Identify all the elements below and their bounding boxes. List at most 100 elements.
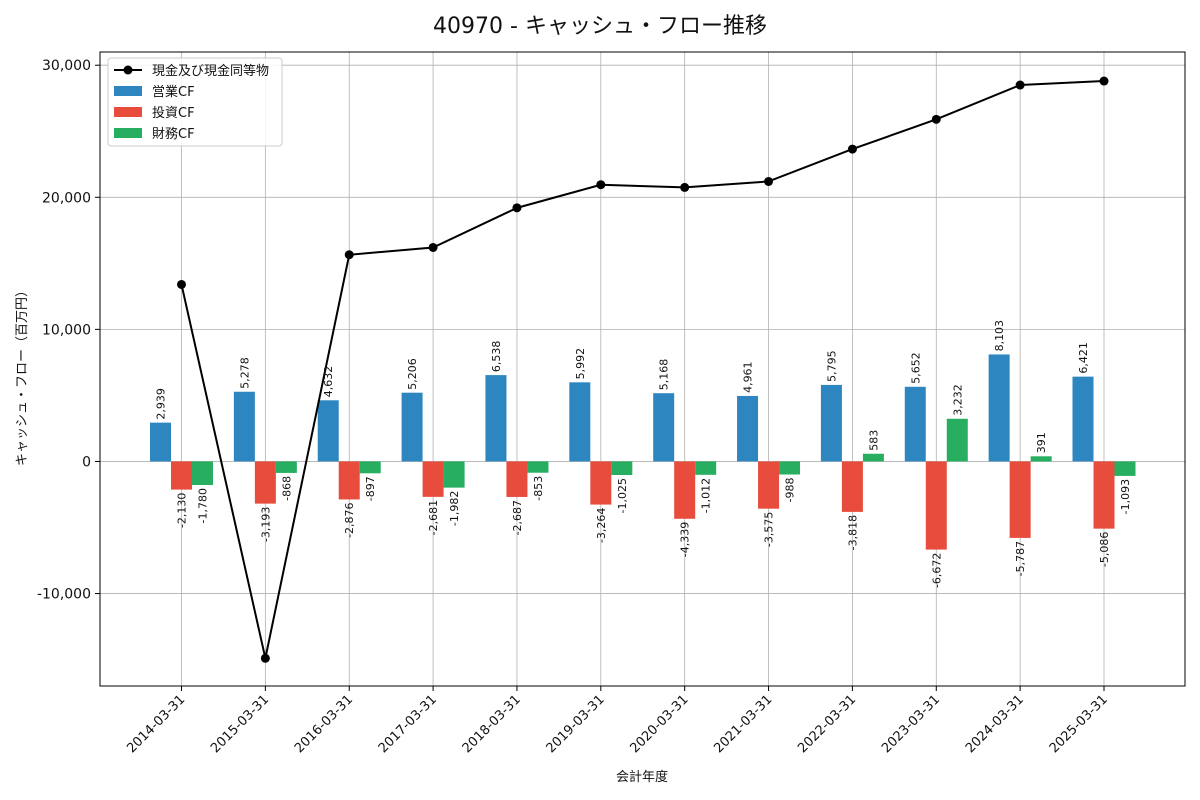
bar <box>1093 461 1115 529</box>
cash-point <box>680 182 690 192</box>
x-tick-label: 2016-03-31 <box>292 692 356 756</box>
data-label: -3,575 <box>763 512 776 547</box>
data-label: 4,632 <box>322 366 335 398</box>
x-tick-label: 2019-03-31 <box>544 692 608 756</box>
cash-point <box>596 180 606 190</box>
data-label: 8,103 <box>993 320 1006 352</box>
data-label: 5,168 <box>658 359 671 391</box>
bar <box>820 384 842 462</box>
data-label: -5,086 <box>1098 532 1111 567</box>
cash-line-series <box>177 76 1109 663</box>
y-tick-label: 20,000 <box>42 190 91 206</box>
grid-lines <box>100 52 1185 686</box>
bar <box>254 461 276 504</box>
x-tick-label: 2025-03-31 <box>1047 692 1111 756</box>
x-axis: 2014-03-31 2015-03-31 2016-03-31 2017-03-31… <box>124 686 1111 756</box>
plot-frame <box>99 51 1186 687</box>
bar <box>527 461 549 473</box>
legend-bar-swatch <box>114 128 142 138</box>
bar <box>150 422 171 462</box>
data-label: 583 <box>867 430 880 451</box>
data-label: -1,012 <box>700 478 713 513</box>
data-label: 391 <box>1035 432 1048 453</box>
data-label: -853 <box>532 476 545 501</box>
legend-bar-swatch <box>114 86 142 96</box>
legend-label: 財務CF <box>152 127 195 142</box>
data-label: 2,939 <box>155 388 168 420</box>
bar <box>338 461 360 500</box>
data-label: 3,232 <box>951 384 964 416</box>
data-label: 4,961 <box>742 361 755 393</box>
x-tick-label: 2022-03-31 <box>795 692 859 756</box>
bar <box>485 375 507 462</box>
data-label: -2,876 <box>343 502 356 537</box>
bar <box>171 461 192 490</box>
data-label: -2,681 <box>427 500 440 535</box>
legend-label: 営業CF <box>152 84 195 100</box>
data-label: -3,264 <box>595 508 608 543</box>
bar <box>841 461 863 512</box>
bar <box>674 461 696 519</box>
bar <box>359 461 381 474</box>
data-label: 6,538 <box>490 341 503 373</box>
bar <box>737 395 759 462</box>
data-label: -2,687 <box>511 500 524 535</box>
data-labels: 2,939 5,278 4,632 5,206 6,538 5,992 5,168 4,961… <box>155 320 1133 588</box>
legend-label: 投資CF <box>152 105 195 121</box>
legend-bar-swatch <box>114 107 142 117</box>
x-tick-label: 2023-03-31 <box>879 692 943 756</box>
data-label: 5,992 <box>574 348 587 380</box>
data-label: -868 <box>280 476 293 501</box>
bar <box>925 461 947 550</box>
data-label: 5,652 <box>909 352 922 384</box>
bar <box>653 393 675 462</box>
data-label: -5,787 <box>1014 541 1027 576</box>
bar <box>317 400 339 462</box>
data-label: 5,278 <box>238 357 251 389</box>
x-tick-label: 2015-03-31 <box>208 692 272 756</box>
cash-point <box>931 114 941 124</box>
y-axis-label: キャッシュ・フロー（百万円） <box>15 284 30 466</box>
bar <box>422 461 444 497</box>
data-label: -3,193 <box>259 507 272 542</box>
bar <box>758 461 780 509</box>
data-label: -4,339 <box>679 522 692 557</box>
cash-line <box>180 80 1105 659</box>
bar <box>862 453 884 462</box>
chart-title: 40970 - キャッシュ・フロー推移 <box>433 14 767 39</box>
bar <box>904 386 926 462</box>
bar <box>1072 376 1094 462</box>
data-label: -1,093 <box>1119 479 1132 514</box>
cash-point <box>1099 76 1109 86</box>
y-axis: -10,000 0 10,000 20,000 30,000 <box>37 58 100 603</box>
legend-box <box>107 57 283 147</box>
x-tick-label: 2017-03-31 <box>376 692 440 756</box>
bar <box>569 382 591 462</box>
y-tick-label: 30,000 <box>42 58 91 74</box>
data-label: -897 <box>364 476 377 501</box>
y-tick-label: 10,000 <box>42 322 91 338</box>
y-tick-label: -10,000 <box>37 587 91 603</box>
x-tick-label: 2018-03-31 <box>460 692 524 756</box>
bar <box>988 354 1010 462</box>
bar <box>275 461 297 473</box>
x-tick-label: 2021-03-31 <box>711 692 775 756</box>
data-label: -2,130 <box>176 493 189 528</box>
legend-marker <box>123 65 133 75</box>
data-label: 6,421 <box>1077 342 1090 374</box>
cash-point <box>177 279 186 289</box>
bar <box>1009 461 1031 538</box>
bar <box>946 418 968 462</box>
bar <box>233 391 255 462</box>
bar <box>695 461 717 475</box>
x-axis-label: 会計年度 <box>616 769 668 785</box>
cash-point <box>344 250 354 260</box>
data-label: -6,672 <box>930 553 943 588</box>
x-tick-label: 2020-03-31 <box>627 692 691 756</box>
data-label: 5,795 <box>825 350 838 382</box>
cash-point <box>847 144 857 154</box>
bar <box>443 461 465 488</box>
data-label: -1,780 <box>197 488 210 523</box>
